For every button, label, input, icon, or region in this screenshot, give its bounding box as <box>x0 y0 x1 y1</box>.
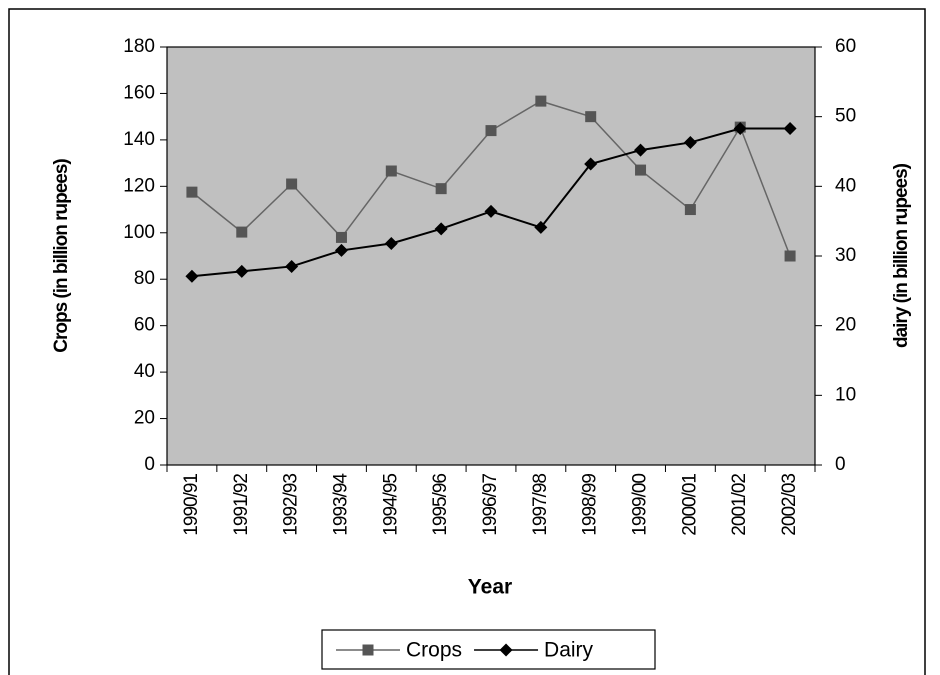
y-tick-label: 20 <box>134 408 155 429</box>
y-axis-title: Crops (in billion rupees) <box>51 159 72 353</box>
x-tick-label: 1998/99 <box>580 474 601 536</box>
marker <box>435 183 447 195</box>
y2-tick-label: 50 <box>835 106 856 127</box>
x-tick-label: 1997/98 <box>530 474 551 536</box>
marker <box>335 231 347 243</box>
y2-tick-label: 20 <box>835 315 856 336</box>
marker <box>635 164 647 176</box>
marker <box>186 186 198 198</box>
marker <box>499 643 513 657</box>
marker <box>783 122 797 136</box>
marker <box>585 111 597 123</box>
marker <box>484 204 498 218</box>
y-tick-label: 180 <box>123 36 155 57</box>
marker <box>534 220 548 234</box>
x-tick-label: 1999/00 <box>630 474 651 536</box>
y-tick-label: 60 <box>134 315 155 336</box>
y-tick-label: 140 <box>123 129 155 150</box>
marker <box>784 250 796 262</box>
x-tick-label: 1994/95 <box>380 474 401 536</box>
marker <box>334 243 348 257</box>
y-tick-label: 120 <box>123 175 155 196</box>
marker <box>733 122 747 136</box>
x-tick-label: 2002/03 <box>779 474 800 536</box>
y2-tick-label: 60 <box>835 36 856 57</box>
x-tick-label: 1991/92 <box>231 474 252 536</box>
y2-tick-label: 30 <box>835 245 856 266</box>
y-tick-label: 0 <box>144 454 155 475</box>
x-axis-title: Year <box>468 576 512 599</box>
marker <box>634 143 648 157</box>
y-tick-label: 160 <box>123 82 155 103</box>
marker <box>286 178 298 190</box>
marker <box>434 222 448 236</box>
marker <box>285 259 299 273</box>
y-tick-label: 100 <box>123 222 155 243</box>
y2-tick-label: 10 <box>835 384 856 405</box>
frame <box>8 8 926 675</box>
marker <box>485 125 497 137</box>
marker <box>185 269 199 283</box>
x-tick-label: 2000/01 <box>679 474 700 536</box>
marker <box>235 264 249 278</box>
x-tick-label: 1992/93 <box>281 474 302 536</box>
marker <box>362 644 374 656</box>
legend-label: Dairy <box>544 639 594 662</box>
x-tick-label: 1996/97 <box>480 474 501 536</box>
marker <box>384 236 398 250</box>
y-tick-label: 80 <box>134 268 155 289</box>
plot-area <box>166 46 816 466</box>
x-tick-label: 1995/96 <box>430 474 451 536</box>
marker <box>385 165 397 177</box>
marker <box>535 95 547 107</box>
legend-label: Crops <box>406 639 462 662</box>
x-tick-label: 1990/91 <box>181 474 202 536</box>
y2-tick-label: 0 <box>835 454 846 475</box>
y-tick-label: 40 <box>134 361 155 382</box>
y2-axis-title: dairy (in billion rupees) <box>891 163 912 348</box>
x-tick-label: 2001/02 <box>729 474 750 536</box>
marker <box>684 204 696 216</box>
marker <box>683 135 697 149</box>
y2-tick-label: 40 <box>835 175 856 196</box>
marker <box>236 226 248 238</box>
marker <box>584 157 598 171</box>
x-tick-label: 1993/94 <box>330 473 351 536</box>
